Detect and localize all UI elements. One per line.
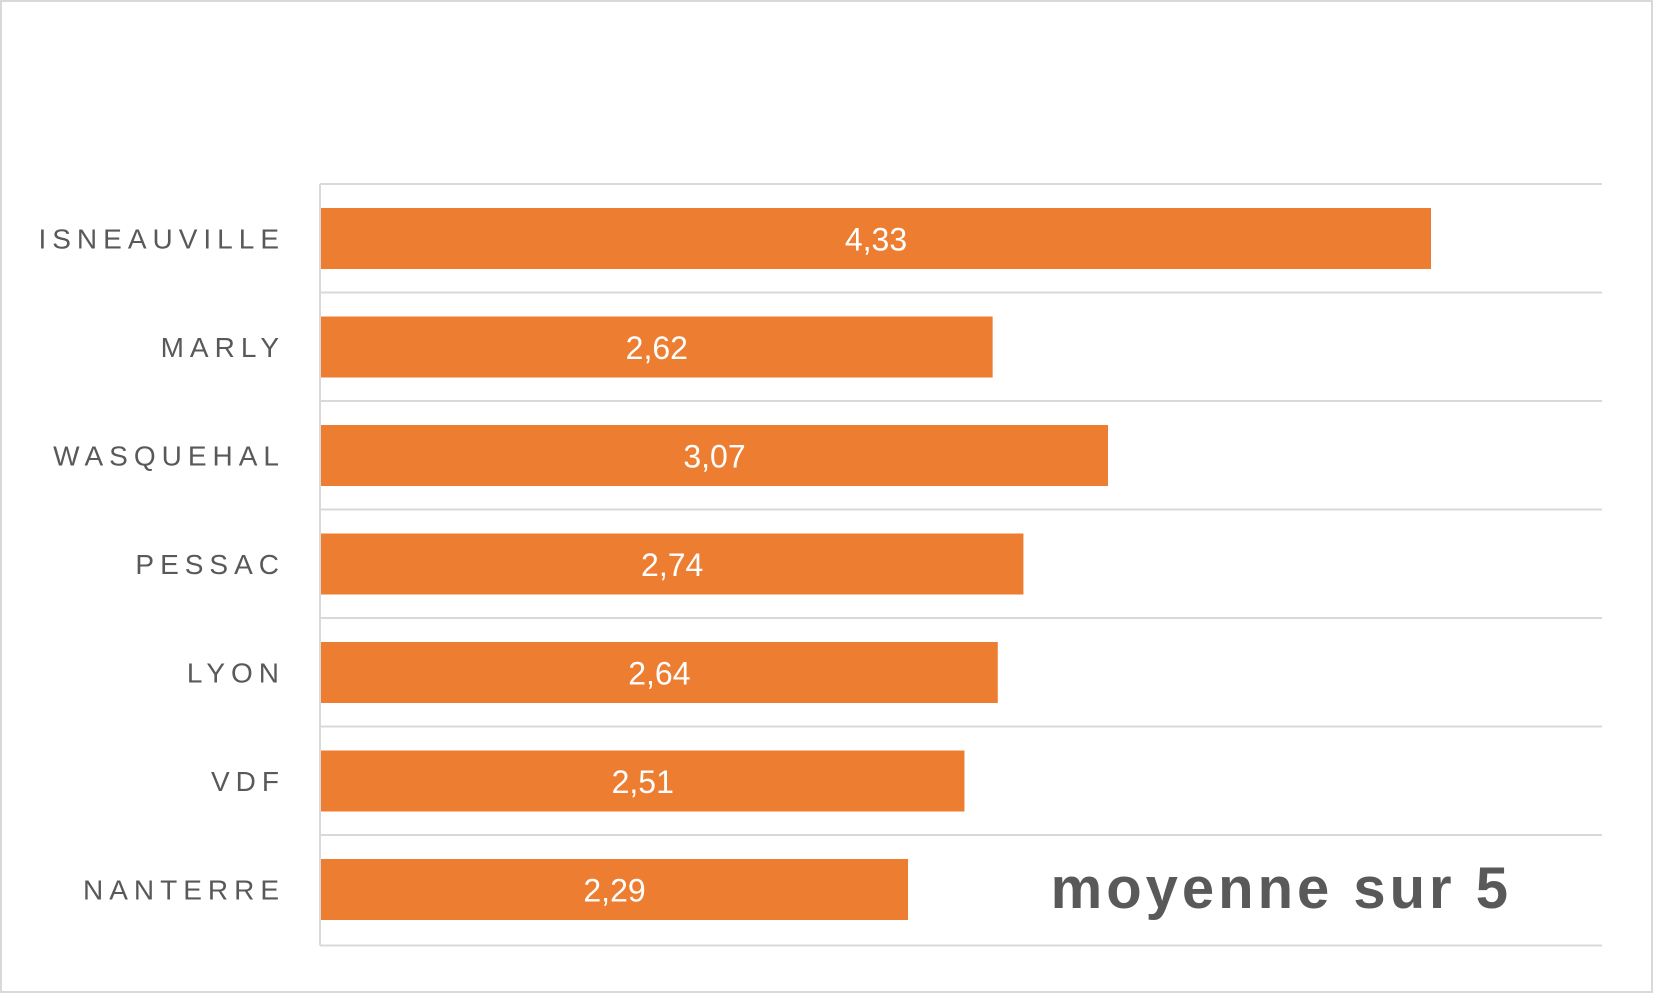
category-label-pessac: PESSAC	[135, 549, 285, 580]
data-label-nanterre: 2,29	[583, 873, 645, 909]
bar-wasquehal	[321, 425, 1108, 486]
category-label-isneauville: ISNEAUVILLE	[38, 224, 285, 255]
data-label-isneauville: 4,33	[845, 222, 907, 258]
gridlines	[319, 183, 1602, 947]
bar-nanterre	[321, 859, 909, 920]
category-label-nanterre: NANTERRE	[83, 875, 285, 906]
data-label-vdf: 2,51	[612, 764, 674, 800]
category-label-lyon: LYON	[187, 658, 285, 689]
data-label-marly: 2,62	[626, 330, 688, 366]
bar-isneauville	[321, 208, 1431, 269]
bar-vdf	[321, 750, 965, 812]
category-label-wasquehal: WASQUEHAL	[53, 441, 285, 472]
bar-marly	[321, 316, 993, 378]
category-labels: ISNEAUVILLE MARLY WASQUEHAL PESSAC LYON VDF NA…	[38, 224, 285, 906]
bar-pessac	[321, 533, 1024, 595]
data-label-lyon: 2,64	[628, 656, 690, 692]
data-labels: 4,33 2,62 3,07 2,74 2,64 2,51 2,29	[583, 222, 907, 909]
bar-lyon	[321, 642, 998, 703]
chart-annotation: moyenne sur 5	[1051, 856, 1512, 921]
data-label-wasquehal: 3,07	[683, 439, 745, 475]
category-label-vdf: VDF	[211, 766, 285, 797]
bars	[321, 208, 1431, 920]
data-label-pessac: 2,74	[641, 547, 703, 583]
category-label-marly: MARLY	[161, 332, 285, 363]
